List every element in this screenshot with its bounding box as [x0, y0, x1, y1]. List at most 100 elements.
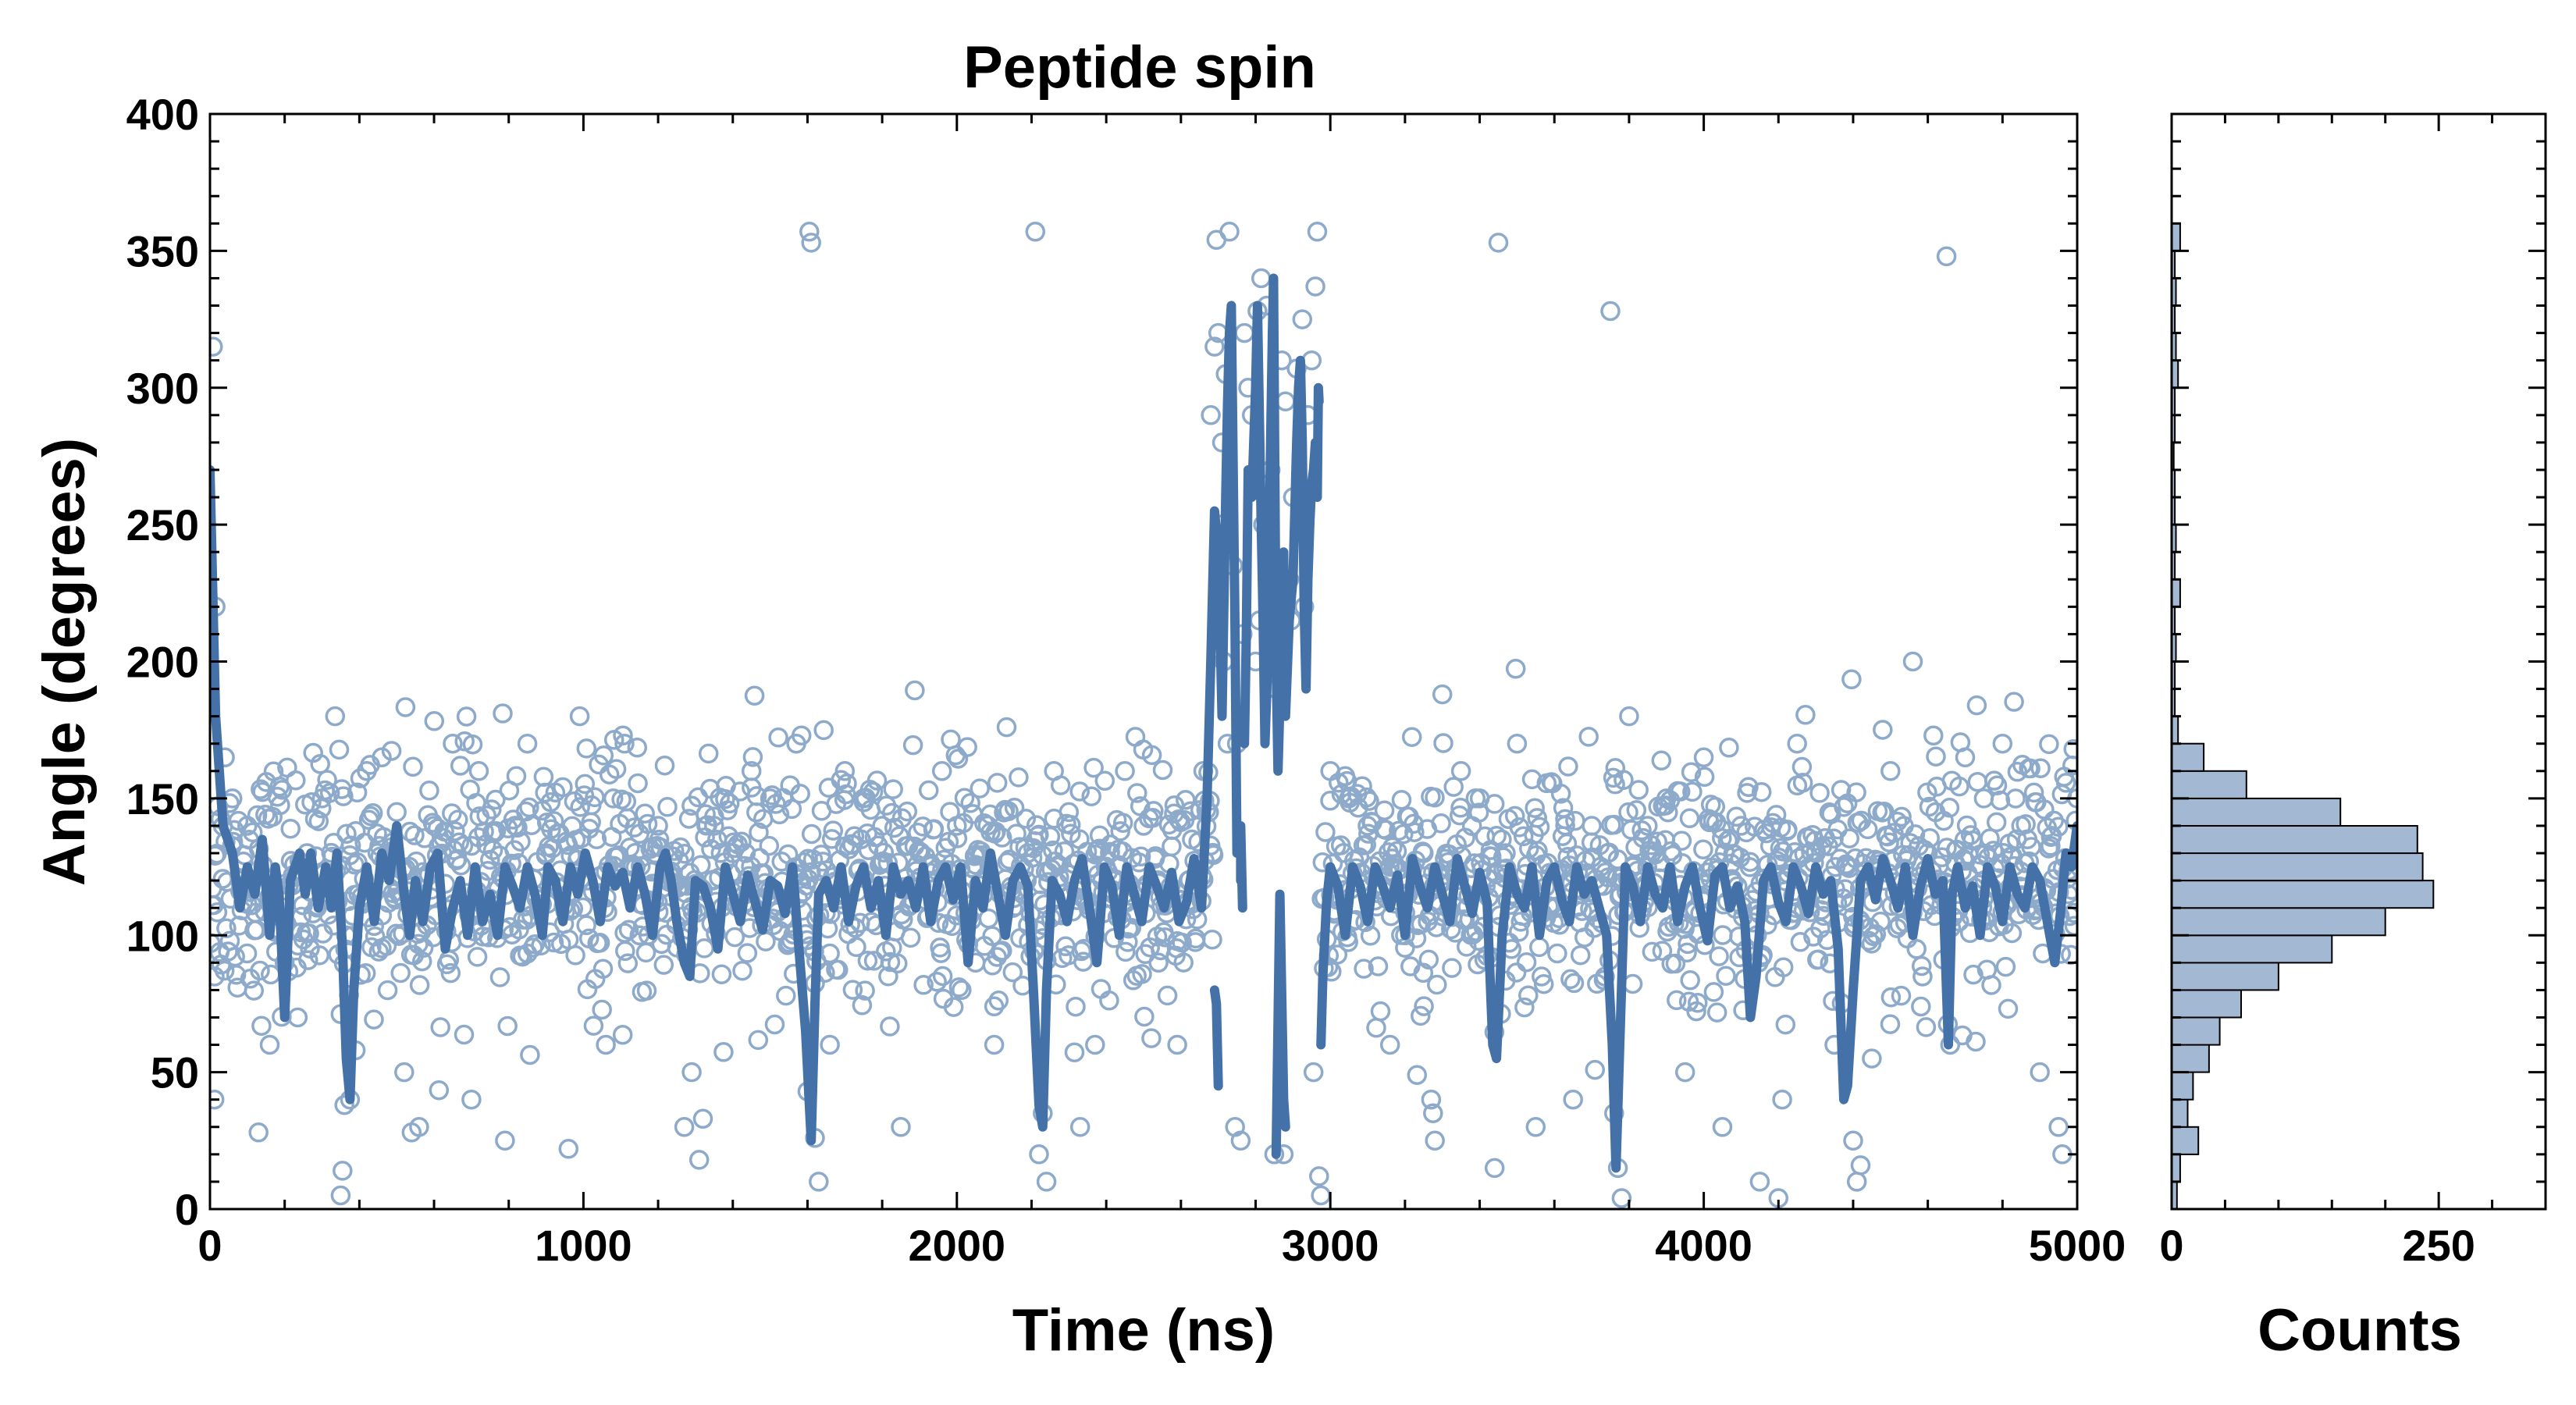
scatter-point — [1939, 798, 1960, 818]
scatter-point — [333, 786, 354, 806]
scatter-point — [1066, 996, 1086, 1017]
scatter-point — [372, 747, 392, 768]
scatter-point — [1133, 816, 1154, 836]
scatter-point — [1505, 659, 1526, 679]
scatter-point — [837, 773, 857, 794]
scatter-point — [1518, 985, 1539, 1005]
scatter-point — [1514, 997, 1535, 1018]
scatter-point — [1987, 775, 2008, 795]
scatter-point — [569, 706, 590, 727]
scatter-point — [334, 1094, 354, 1115]
scatter-point — [719, 793, 740, 814]
scatter-point — [735, 843, 756, 863]
scatter-point — [482, 799, 502, 820]
scatter-point — [724, 927, 745, 948]
scatter-point — [801, 823, 822, 845]
y-axis-label: Angle (degrees) — [31, 438, 98, 886]
scatter-point — [853, 788, 873, 809]
scatter-point — [1839, 828, 1860, 848]
scatter-point — [809, 1172, 829, 1192]
y-tick-label: 0 — [175, 1185, 199, 1234]
scatter-point — [1846, 782, 1866, 802]
scatter-point — [381, 741, 402, 761]
scatter-point — [1172, 932, 1192, 953]
scatter-point — [930, 943, 952, 963]
scatter-point — [834, 761, 856, 781]
scatter-point — [741, 761, 762, 781]
scatter-point — [692, 1108, 713, 1129]
x-tick-label: 5000 — [2029, 1221, 2126, 1270]
scatter-point — [311, 798, 332, 819]
scatter-point — [2038, 838, 2059, 859]
scatter-point — [1516, 951, 1537, 973]
scatter-point — [1731, 816, 1752, 836]
scatter-point — [1059, 802, 1080, 823]
scatter-point — [1582, 816, 1602, 836]
scatter-point — [909, 843, 930, 863]
scatter-point — [992, 941, 1012, 961]
scatter-point — [690, 855, 711, 875]
scatter-point — [364, 1009, 384, 1030]
scatter-point — [1808, 949, 1829, 969]
scatter-point — [1585, 1059, 1606, 1080]
scatter-point — [1709, 946, 1729, 966]
scatter-point — [251, 1016, 272, 1036]
scatter-point — [570, 797, 590, 817]
scatter-point — [1327, 944, 1348, 965]
scatter-point — [1481, 846, 1502, 867]
scatter-point — [1773, 841, 1793, 862]
scatter-point — [1292, 309, 1313, 329]
scatter-point — [1891, 985, 1912, 1006]
x-tick-label: 1000 — [535, 1221, 632, 1270]
scatter-point — [1073, 951, 1094, 972]
scatter-point — [1902, 651, 1923, 672]
scatter-point — [1719, 738, 1739, 758]
scatter-point — [419, 781, 439, 801]
scatter-point — [299, 923, 319, 944]
scatter-point — [1703, 982, 1724, 1002]
scatter-point — [1379, 1034, 1400, 1055]
scatter-point — [1809, 783, 1830, 803]
scatter-point — [2041, 836, 2061, 856]
scatter-point — [855, 980, 875, 1001]
scatter-point — [732, 960, 753, 981]
scatter-point — [883, 779, 903, 799]
scatter-point — [1230, 1130, 1251, 1151]
scatter-point — [1529, 816, 1550, 838]
histogram-bar — [2171, 880, 2435, 909]
scatter-point — [938, 831, 959, 852]
scatter-point — [1356, 834, 1376, 855]
running-average-line — [1316, 821, 2077, 1173]
scatter-point — [1071, 941, 1092, 962]
scatter-point — [430, 1017, 450, 1037]
scatter-point — [390, 962, 411, 984]
scatter-point — [781, 799, 802, 820]
scatter-point — [1513, 826, 1534, 847]
x-axis-label: Time (ns) — [1012, 1297, 1275, 1364]
scatter-point — [1450, 798, 1471, 818]
x-tick-label: 4000 — [1655, 1221, 1752, 1270]
scatter-point — [1204, 336, 1225, 357]
scatter-point — [1305, 276, 1325, 297]
scatter-point — [1339, 788, 1359, 809]
scatter-point — [1547, 943, 1567, 964]
scatter-point — [1069, 1117, 1091, 1137]
scatter-point — [406, 851, 427, 872]
scatter-point — [2020, 758, 2041, 779]
scatter-point — [1009, 767, 1029, 788]
scatter-point — [1431, 813, 1451, 834]
scatter-point — [1919, 796, 1940, 817]
scatter-point — [842, 980, 863, 1000]
scatter-point — [1705, 796, 1726, 817]
scatter-point — [1083, 757, 1104, 778]
scatter-point — [1141, 745, 1162, 766]
chart-title: Peptide spin — [963, 34, 1316, 101]
histogram-bar — [2171, 934, 2333, 964]
scatter-point — [900, 927, 921, 948]
scatter-point — [248, 1122, 269, 1143]
scatter-point — [2030, 758, 2051, 778]
scatter-point — [461, 1089, 482, 1110]
scatter-point — [1866, 924, 1887, 944]
scatter-point — [828, 959, 849, 980]
scatter-point — [1423, 1103, 1443, 1123]
